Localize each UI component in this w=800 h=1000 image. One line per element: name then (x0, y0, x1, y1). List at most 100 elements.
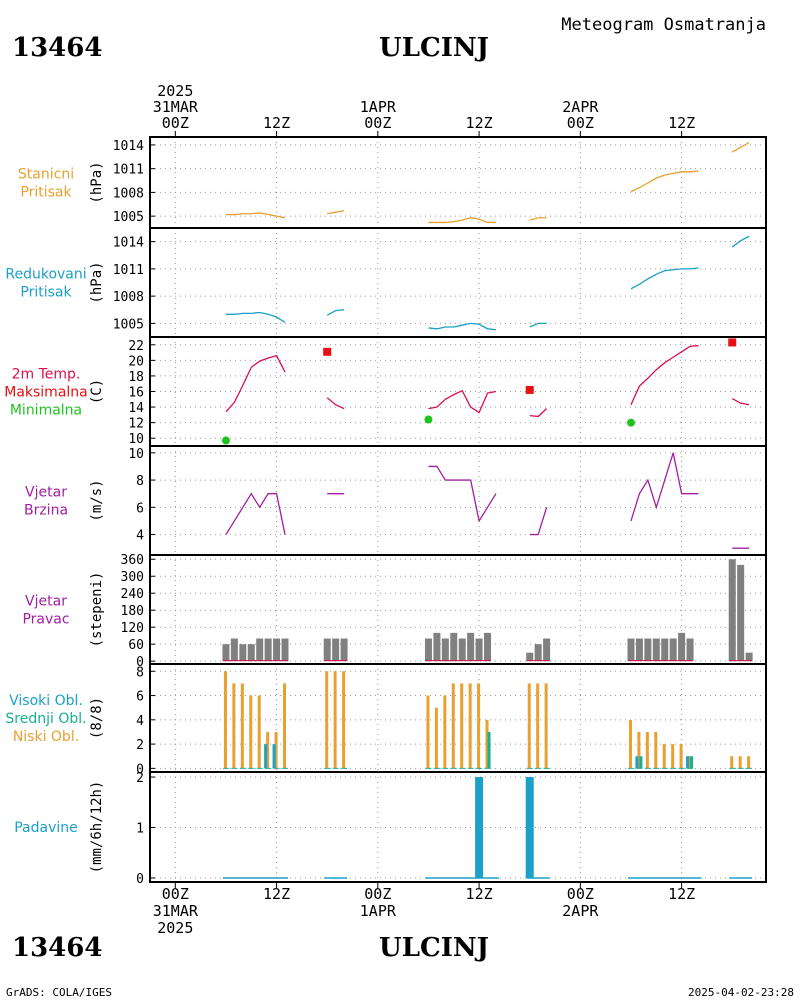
time-label-top: 12Z (263, 114, 290, 132)
y-tick-label: 6 (136, 690, 144, 705)
wind-direction-bar (686, 638, 694, 662)
cloud-bar (249, 695, 253, 769)
wind-direction-bar (256, 638, 264, 662)
panel-label: Pravac (22, 612, 69, 628)
station-id-bottom: 13464 (12, 933, 102, 963)
wind-direction-bar (644, 638, 652, 662)
time-label-bottom: 31MAR (153, 902, 199, 920)
timestamp-text: 2025-04-02-23:28 (688, 986, 794, 999)
y-tick-label: 1014 (113, 139, 144, 154)
y-axis-label: (mm/6h/12h) (89, 781, 105, 874)
y-tick-label: 0 (136, 762, 144, 777)
cloud-bar (272, 744, 276, 769)
y-tick-label: 1005 (113, 210, 144, 225)
cloud-bar (257, 695, 261, 769)
wind-direction-bar (661, 638, 669, 662)
wind-direction-bar (281, 638, 289, 662)
wind-direction-bar (264, 638, 272, 662)
series-line (428, 322, 497, 331)
panels: 1005100810111014(hPa)StanicniPritisak100… (4, 136, 767, 887)
y-axis-label: (8/8) (89, 697, 105, 739)
panel-precipitation: 0 1 2 (mm/6h/12h) Padavine (14, 771, 767, 887)
panel-frame (149, 227, 767, 338)
series-line (225, 311, 286, 324)
product-title: Meteogram Osmatranja (561, 15, 766, 35)
cloud-bar (645, 731, 649, 769)
series-line (529, 507, 548, 536)
series-line (529, 322, 547, 328)
cloud-bar (686, 756, 690, 769)
wind-direction-bar (669, 638, 677, 662)
cloud-bar (460, 683, 464, 769)
time-label-bottom: 12Z (668, 885, 695, 903)
panel-label: Vjetar (25, 485, 67, 501)
panel-label: Brzina (24, 503, 68, 519)
panel-label: Padavine (14, 820, 78, 836)
time-label-top: 1APR (360, 98, 397, 116)
panel-wind-speed: 4 6 8 10 (m/s) Vjetar Brzina (24, 445, 767, 556)
cloud-bar (264, 744, 268, 769)
cloud-bar (443, 695, 447, 769)
wind-direction-bar (526, 652, 534, 662)
wind-direction-bar (534, 644, 542, 662)
wind-direction-bar (475, 638, 483, 662)
series-line (428, 217, 496, 224)
series-line (630, 267, 699, 290)
time-label-top: 00Z (364, 114, 391, 132)
cloud-bar (628, 719, 632, 769)
y-tick-label: 1014 (113, 236, 144, 251)
cloud-bar (477, 683, 481, 769)
time-label-bottom: 2025 (157, 919, 193, 937)
cloud-bar (223, 671, 227, 769)
cloud-bar (671, 744, 675, 769)
cloud-bar (662, 744, 666, 769)
wind-direction-bar (239, 644, 247, 662)
y-tick-label: 1008 (113, 290, 144, 305)
series-line (630, 170, 699, 193)
y-tick-label: 1008 (113, 186, 144, 201)
wind-direction-bar (332, 638, 340, 662)
y-axis-label: (C) (89, 379, 105, 404)
panel-label: Stanicni (18, 167, 74, 183)
wind-direction-bar (635, 638, 643, 662)
cloud-bar (635, 756, 639, 769)
panel-label: Vjetar (25, 594, 67, 610)
cloud-bar (240, 683, 244, 769)
panel-frame (149, 771, 767, 883)
series-line (327, 209, 345, 215)
series-line (326, 397, 345, 410)
y-tick-label: 360 (121, 553, 144, 568)
series-line (225, 212, 286, 219)
wind-direction-bar (484, 632, 492, 662)
series-line (630, 452, 699, 522)
cloud-bar (690, 756, 694, 769)
time-label-top: 31MAR (153, 98, 199, 116)
cloud-bar (637, 731, 641, 769)
time-label-top: 2025 (157, 82, 193, 100)
cloud-bar (487, 731, 491, 769)
wind-direction-bar (745, 652, 753, 662)
wind-direction-bar (450, 632, 458, 662)
y-tick-label: 12 (128, 417, 144, 432)
y-tick-label: 10 (128, 447, 144, 462)
cloud-bar (544, 683, 548, 769)
panel-label: Niski Obl. (13, 729, 79, 745)
series-line (428, 465, 497, 523)
y-tick-label: 1005 (113, 317, 144, 332)
cloud-bar (654, 731, 658, 769)
cloud-bar (266, 731, 270, 769)
cloud-bar (426, 695, 430, 769)
y-tick-label: 14 (128, 401, 144, 416)
station-id-top: 13464 (12, 33, 102, 63)
y-tick-label: 1011 (113, 163, 144, 178)
wind-direction-bar (543, 638, 551, 662)
cloud-bar (434, 707, 438, 769)
time-label-top: 00Z (567, 114, 594, 132)
y-tick-label: 4 (136, 529, 144, 544)
wind-direction-bar (340, 638, 348, 662)
time-label-bottom: 00Z (162, 885, 189, 903)
y-tick-label: 16 (128, 386, 144, 401)
y-tick-label: 180 (121, 604, 144, 619)
